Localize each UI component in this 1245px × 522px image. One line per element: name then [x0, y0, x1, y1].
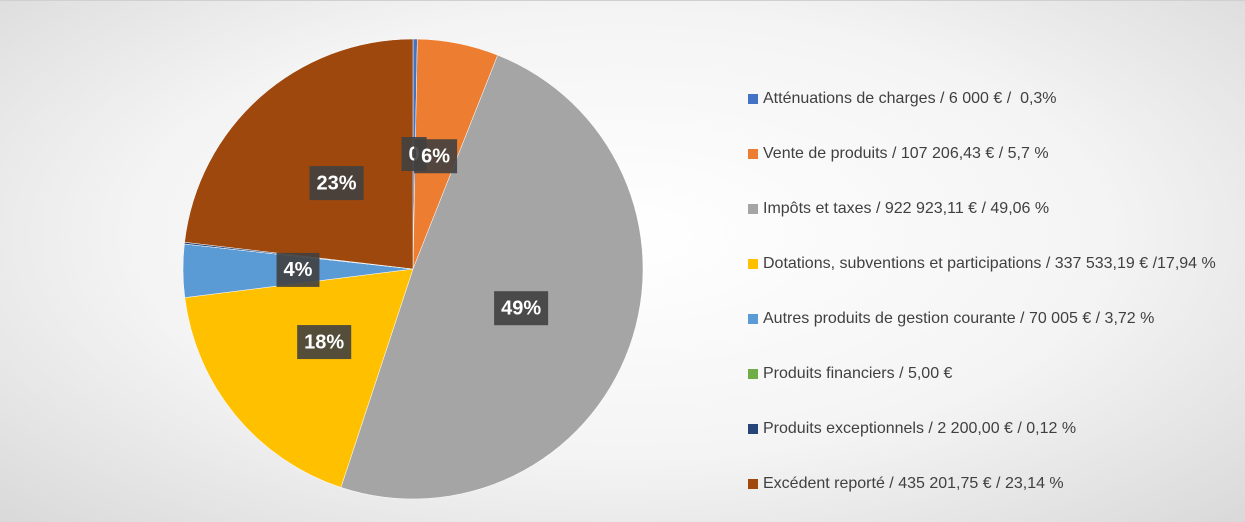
legend-label: Excédent reporté / 435 201,75 € / 23,14 … [763, 475, 1064, 492]
legend-label: Autres produits de gestion courante / 70… [763, 310, 1155, 327]
legend-label: Dotations, subventions et participations… [763, 255, 1216, 272]
legend-item: Dotations, subventions et participations… [748, 253, 1228, 275]
data-label-box [494, 291, 549, 326]
legend-label: Produits exceptionnels / 2 200,00 € / 0,… [763, 420, 1077, 437]
legend-swatch [748, 204, 758, 214]
legend-item: Produits exceptionnels / 2 200,00 € / 0,… [748, 418, 1228, 440]
legend-label: Atténuations de charges / 6 000 € / 0,3% [763, 90, 1057, 107]
legend-label: Produits financiers / 5,00 € [763, 365, 953, 382]
pie-area: 0 6% 49% 18% 4% 23% [182, 38, 644, 500]
legend-item: Atténuations de charges / 6 000 € / 0,3% [748, 88, 1228, 110]
legend-item: Autres produits de gestion courante / 70… [748, 308, 1228, 330]
legend-swatch [748, 424, 758, 434]
pie-slice [184, 268, 414, 488]
legend-swatch [748, 369, 758, 379]
data-label-text: 23% [317, 172, 357, 194]
data-label-box [297, 325, 352, 360]
data-label-text: 49% [501, 297, 541, 319]
legend-swatch [748, 149, 758, 159]
data-label: 6% [414, 139, 458, 174]
data-label-text: 0 [409, 143, 420, 165]
legend-item: Excédent reporté / 435 201,75 € / 23,14 … [748, 473, 1228, 495]
data-label-text: 6% [421, 146, 450, 168]
legend-item: Impôts et taxes / 922 923,11 € / 49,06 % [748, 198, 1228, 220]
pie-slice [184, 38, 414, 270]
legend-swatch [748, 314, 758, 324]
data-label: 4% [276, 252, 320, 287]
legend-swatch [748, 479, 758, 489]
data-label-text: 18% [304, 331, 344, 353]
data-label: 49% [494, 291, 549, 326]
data-label-box [309, 166, 364, 201]
legend-label: Vente de produits / 107 206,43 € / 5,7 % [763, 145, 1049, 162]
legend-label: Impôts et taxes / 922 923,11 € / 49,06 % [763, 200, 1050, 217]
data-label: 18% [297, 325, 352, 360]
legend-swatch [748, 259, 758, 269]
data-label-text: 4% [284, 259, 313, 281]
data-label: 23% [309, 166, 364, 201]
data-label-box [276, 252, 320, 287]
data-label-box [414, 139, 458, 174]
pie-slice [340, 54, 644, 500]
legend-item: Produits financiers / 5,00 € [748, 363, 1228, 385]
legend-swatch [748, 94, 758, 104]
legend-item: Vente de produits / 107 206,43 € / 5,7 % [748, 143, 1228, 165]
